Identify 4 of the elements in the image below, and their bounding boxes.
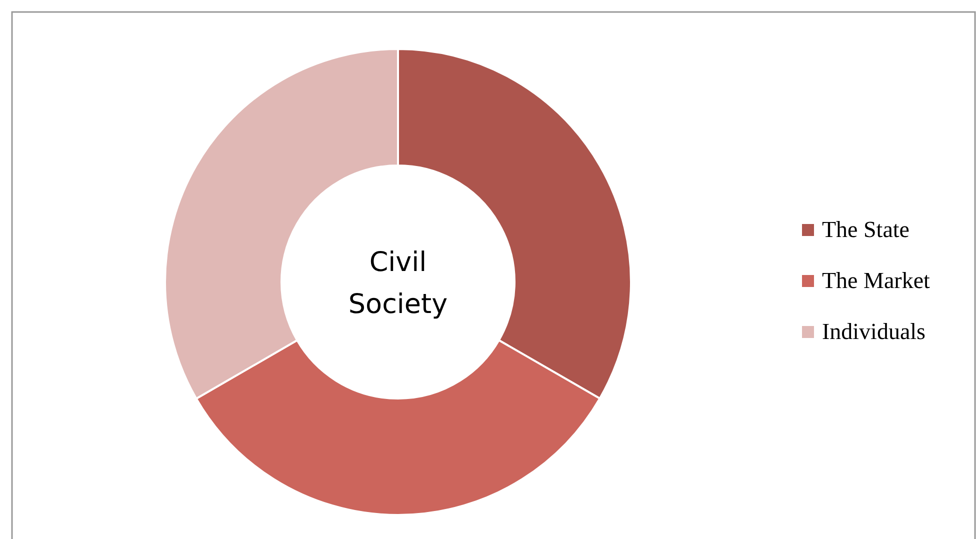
legend-label: The Market [822,268,931,293]
text: Civil Society [348,247,448,320]
legend-label: Individuals [822,319,926,344]
legend-label: The State [822,217,910,242]
